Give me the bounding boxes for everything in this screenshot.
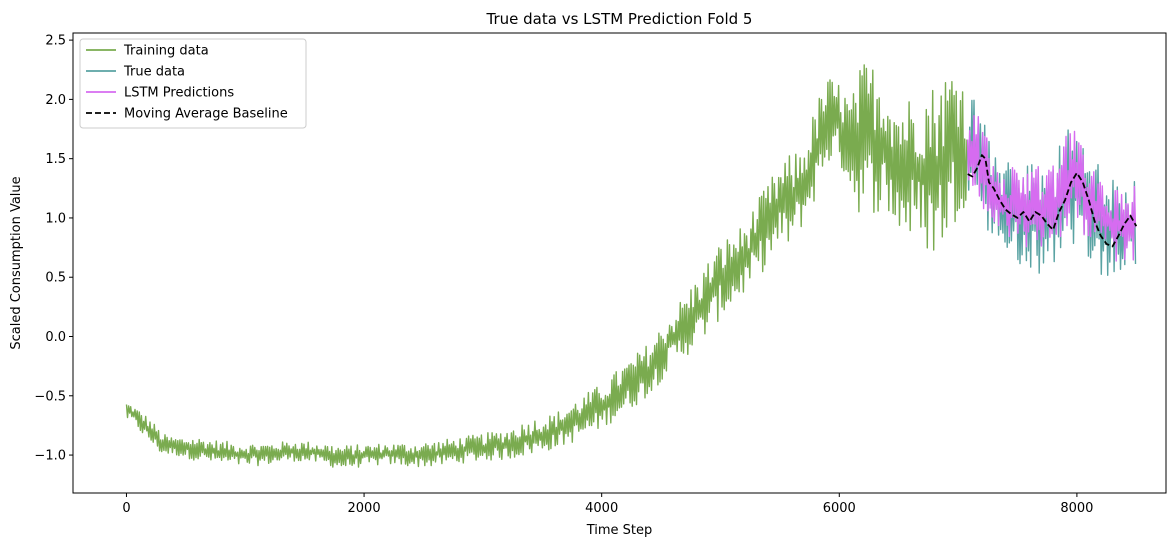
- chart-title: True data vs LSTM Prediction Fold 5: [486, 10, 753, 28]
- plot-area: [125, 64, 1138, 468]
- legend-entry-label: Moving Average Baseline: [124, 107, 288, 122]
- series-line-training-data: [125, 64, 968, 468]
- y-tick-label: −1.0: [34, 449, 66, 464]
- x-tick-label: 8000: [1060, 501, 1093, 516]
- y-tick-label: 2.5: [45, 34, 66, 49]
- y-tick-label: −0.5: [34, 389, 66, 404]
- legend-entry-label: LSTM Predictions: [124, 86, 234, 101]
- y-axis: −1.0 −0.5 0.0 0.5 1.0 1.5 2.0 2.5: [34, 34, 73, 464]
- y-tick-label: 2.0: [45, 93, 66, 108]
- y-tick-label: 0.0: [45, 330, 66, 345]
- series-line-moving-average-baseline: [967, 154, 1138, 248]
- legend: Training data True data LSTM Predictions Mo…: [79, 38, 307, 129]
- x-axis: 0 2000 4000 6000 8000: [122, 493, 1093, 516]
- legend-entry-label: Training data: [123, 44, 209, 59]
- legend-box: [79, 38, 307, 129]
- y-tick-label: 1.5: [45, 152, 66, 167]
- x-tick-label: 6000: [823, 501, 856, 516]
- x-axis-label: Time Step: [586, 523, 653, 538]
- plot-frame: [72, 32, 1167, 494]
- series-line-lstm-predictions: [966, 115, 1137, 262]
- x-tick-label: 0: [122, 501, 130, 516]
- y-axis-label: Scaled Consumption Value: [9, 176, 24, 349]
- y-tick-label: 0.5: [45, 271, 66, 286]
- y-tick-label: 1.0: [45, 211, 66, 226]
- x-tick-label: 2000: [348, 501, 381, 516]
- legend-entry-label: True data: [123, 65, 185, 80]
- x-tick-label: 4000: [585, 501, 618, 516]
